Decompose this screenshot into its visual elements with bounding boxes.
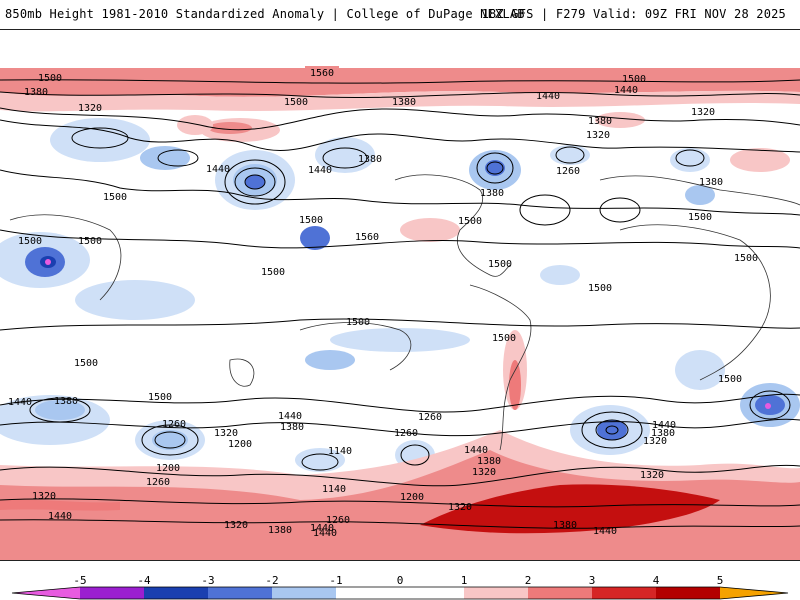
contour-label: 1200 [228,439,252,450]
contour-label: 1320 [640,470,664,481]
colorbar-tick: 4 [652,574,660,587]
colorbar-tick: 3 [588,574,596,587]
contour-label: 1320 [691,107,715,118]
contour-label: 1380 [477,456,501,467]
colorbar-tick: -3 [201,574,215,587]
contour-label: 1200 [400,492,424,503]
contour-label: 1440 [614,85,638,96]
contour-label: 1320 [643,436,667,447]
contour-label: 1260 [146,477,170,488]
contour-label: 1500 [734,253,758,264]
colorbar-tick: -1 [329,574,343,587]
contour-label: 1260 [162,419,186,430]
contour-label: 1440 [206,164,230,175]
contour-label: 1440 [652,420,676,431]
contour-label: 1320 [472,467,496,478]
contour-label: 1500 [74,358,98,369]
contour-label: 1440 [310,523,334,534]
contour-label: 1380 [480,188,504,199]
contour-label: 1440 [308,165,332,176]
colorbar-tick: -4 [137,574,151,587]
contour-label: 1260 [556,166,580,177]
contour-label: 1380 [392,97,416,108]
contour-label: 1380 [268,525,292,536]
contour-label: 1560 [310,68,334,79]
contour-label: 1500 [18,236,42,247]
contour-label: 1320 [586,130,610,141]
contour-label: 1380 [24,87,48,98]
colorbar-tick: 5 [716,574,724,587]
contour-label: 1500 [346,317,370,328]
contour-label: 1440 [8,397,32,408]
contour-label: 1440 [593,526,617,537]
contour-label: 1560 [355,232,379,243]
header: 850mb Height 1981-2010 Standardized Anom… [0,0,800,28]
colorbar-segment [592,587,656,599]
colorbar: -5 -4 -3 -2 -1 0 1 2 3 4 5 [0,570,800,600]
colorbar-segment [720,587,788,599]
contour-label: 1140 [322,484,346,495]
colorbar-segment [144,587,208,599]
colorbar-segment [272,587,336,599]
coastlines [9,174,800,451]
contour-label: 1500 [492,333,516,344]
colorbar-tick: 0 [396,574,404,587]
contour-label: 1320 [448,502,472,513]
map-canvas: 1560 1500 1500 1500 1440 1440 1380 1380 … [0,30,800,560]
model-run-info: 18Z GFS | F279 Valid: 09Z FRI NOV 28 202… [481,7,786,21]
colorbar-tick: -2 [265,574,279,587]
colorbar-segment [80,587,144,599]
contour-label: 1500 [458,216,482,227]
colorbar-tick: -5 [73,574,87,587]
colorbar-segment [336,587,464,599]
contour-label: 1440 [313,528,337,539]
contour-label: 1200 [156,463,180,474]
map-title: 850mb Height 1981-2010 Standardized Anom… [5,7,525,21]
colorbar-segment [656,587,720,599]
contour-label: 1380 [651,428,675,439]
height-contours [0,79,800,529]
contour-label: 1500 [103,192,127,203]
contour-label: 1440 [48,511,72,522]
contour-label: 1260 [326,515,350,526]
contour-label: 1380 [553,520,577,531]
contour-label: 1500 [588,283,612,294]
contour-label: 1500 [148,392,172,403]
contour-label: 1380 [280,422,304,433]
contour-label: 1320 [224,520,248,531]
anomaly-map: 1560 1500 1500 1500 1440 1440 1380 1380 … [0,29,800,561]
colorbar-strip [11,586,789,600]
contour-label: 1320 [78,103,102,114]
contour-label: 1320 [214,428,238,439]
contour-label: 1500 [78,236,102,247]
contour-label: 1140 [328,446,352,457]
contour-label: 1500 [261,267,285,278]
contour-label: 1380 [699,177,723,188]
contour-label: 1380 [358,154,382,165]
contour-label: 1380 [54,396,78,407]
contour-label: 1500 [299,215,323,226]
contour-label: 1500 [718,374,742,385]
contour-label: 1500 [622,74,646,85]
contour-label: 1320 [32,491,56,502]
colorbar-segment [464,587,528,599]
contour-label: 1440 [278,411,302,422]
contour-label: 1500 [488,259,512,270]
contour-label: 1380 [588,116,612,127]
contour-label: 1440 [464,445,488,456]
contour-label: 1500 [688,212,712,223]
colorbar-segment [528,587,592,599]
contour-label: 1500 [38,73,62,84]
contour-label: 1500 [284,97,308,108]
colorbar-tick: 1 [460,574,468,587]
contour-label: 1440 [536,91,560,102]
contour-label: 1260 [394,428,418,439]
colorbar-segment [12,587,80,599]
colorbar-segment [208,587,272,599]
contour-label: 1260 [418,412,442,423]
contour-label-group: 1560 1500 1500 1500 1440 1440 1380 1380 … [8,66,758,539]
colorbar-tick: 2 [524,574,532,587]
